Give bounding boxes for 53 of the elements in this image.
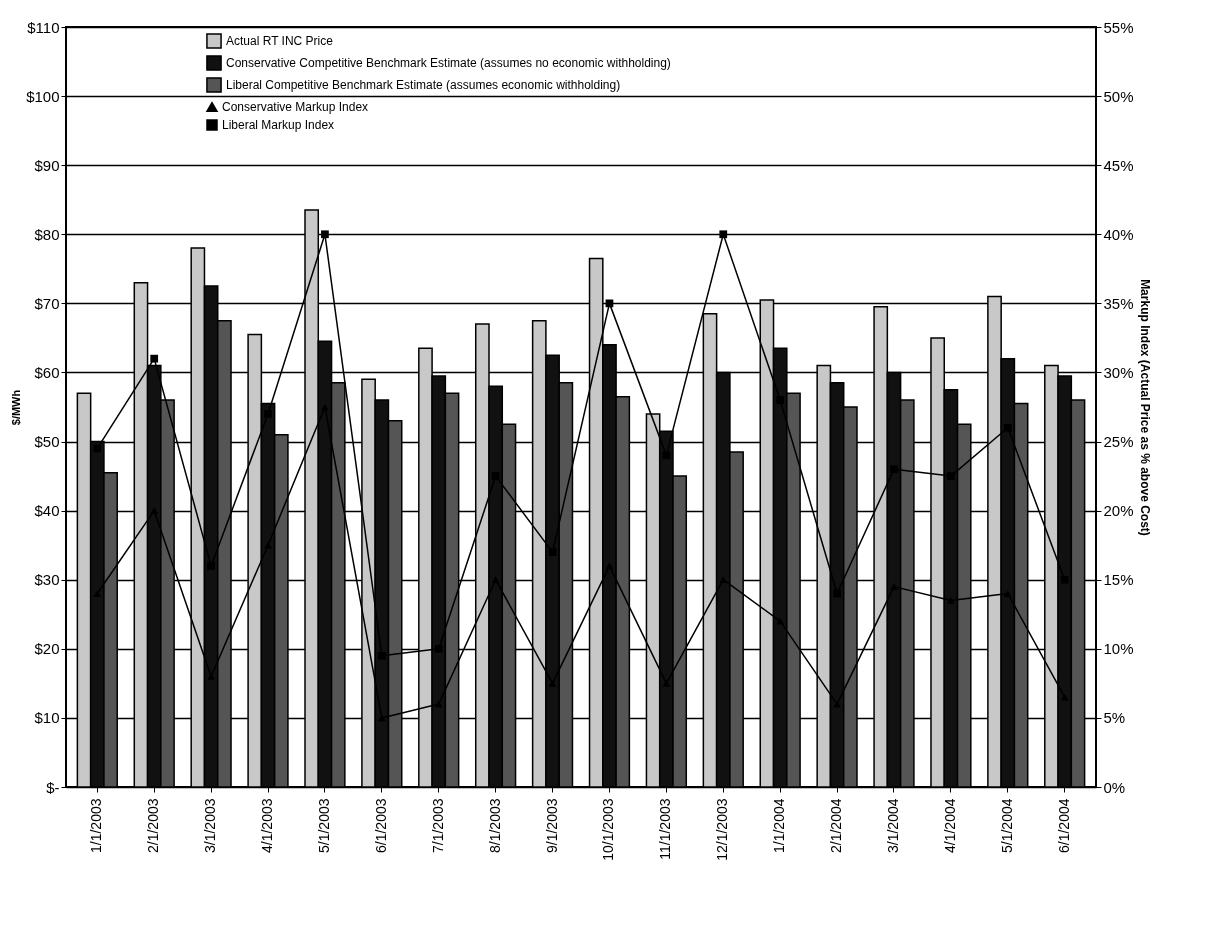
y2-tick-label: 5%: [1103, 709, 1126, 727]
point: [150, 354, 159, 363]
y-tick-label: $20: [34, 640, 60, 658]
x-tick-label: 10/1/2003: [600, 798, 617, 861]
y-tick-label: $-: [46, 778, 60, 796]
x-tick-label: 11/1/2003: [657, 798, 674, 860]
x-tick-label: 4/1/2003: [259, 798, 276, 853]
legend-label: Actual RT INC Price: [226, 34, 334, 48]
x-tick-label: 7/1/2003: [429, 798, 446, 853]
x-tick-label: 6/1/2004: [1055, 798, 1072, 853]
y-tick-label: $60: [34, 363, 60, 381]
point: [321, 230, 329, 239]
x-tick-label: 12/1/2003: [714, 798, 731, 861]
y2-tick-label: 40%: [1103, 225, 1134, 243]
y-tick-label: $80: [34, 225, 60, 243]
x-tick-label: 3/1/2003: [202, 798, 219, 853]
x-tick-label: 4/1/2004: [941, 798, 958, 853]
y2-tick-label: 25%: [1103, 433, 1134, 451]
y2-tick-label: 30%: [1103, 363, 1134, 381]
x-tick-label: 2/1/2004: [828, 798, 845, 853]
y2-tick-label: 45%: [1103, 156, 1134, 174]
x-tick-label: 1/1/2003: [88, 798, 105, 853]
legend-label: Conservative Competitive Benchmark Estimate (assumes no economic withholding): [226, 56, 671, 70]
legend-label: Liberal Markup Index: [222, 118, 335, 132]
x-tick-label: 6/1/2003: [372, 798, 389, 853]
y2-tick-label: 55%: [1103, 18, 1134, 36]
y-tick-label: $30: [34, 571, 60, 589]
x-tick-label: 1/1/2004: [771, 798, 788, 853]
y-tick-label: $90: [34, 156, 60, 174]
y-tick-label: $10: [34, 709, 60, 727]
x-tick-label: 2/1/2003: [145, 798, 162, 853]
y2-axis-title: Markup Index (Actual Price as % above Cost): [1137, 279, 1152, 536]
x-tick-label: 9/1/2003: [543, 798, 560, 853]
y2-tick-label: 0%: [1103, 778, 1126, 796]
point: [719, 230, 728, 239]
point: [605, 299, 614, 308]
legend-label: Liberal Competitive Benchmark Estimate (assumes economic withholding): [226, 78, 621, 92]
y-axis-title: $/MWh: [10, 389, 23, 426]
y2-tick-label: 35%: [1103, 294, 1134, 312]
x-tick-label: 5/1/2004: [998, 798, 1015, 853]
y-tick-label: $40: [34, 502, 60, 520]
y-tick-label: $50: [34, 433, 60, 451]
y-tick-label: $110: [27, 18, 60, 36]
x-tick-label: 3/1/2004: [884, 798, 901, 853]
y2-tick-label: 10%: [1103, 640, 1134, 658]
y-tick-label: $100: [26, 87, 60, 105]
y2-tick-label: 20%: [1103, 502, 1134, 520]
y2-tick-label: 15%: [1103, 571, 1134, 589]
x-tick-label: 5/1/2003: [315, 798, 332, 853]
legend-label: Conservative Markup Index: [222, 100, 369, 114]
y-tick-label: $70: [34, 294, 60, 312]
x-tick-label: 8/1/2003: [486, 798, 503, 853]
y2-tick-label: 50%: [1103, 87, 1134, 105]
